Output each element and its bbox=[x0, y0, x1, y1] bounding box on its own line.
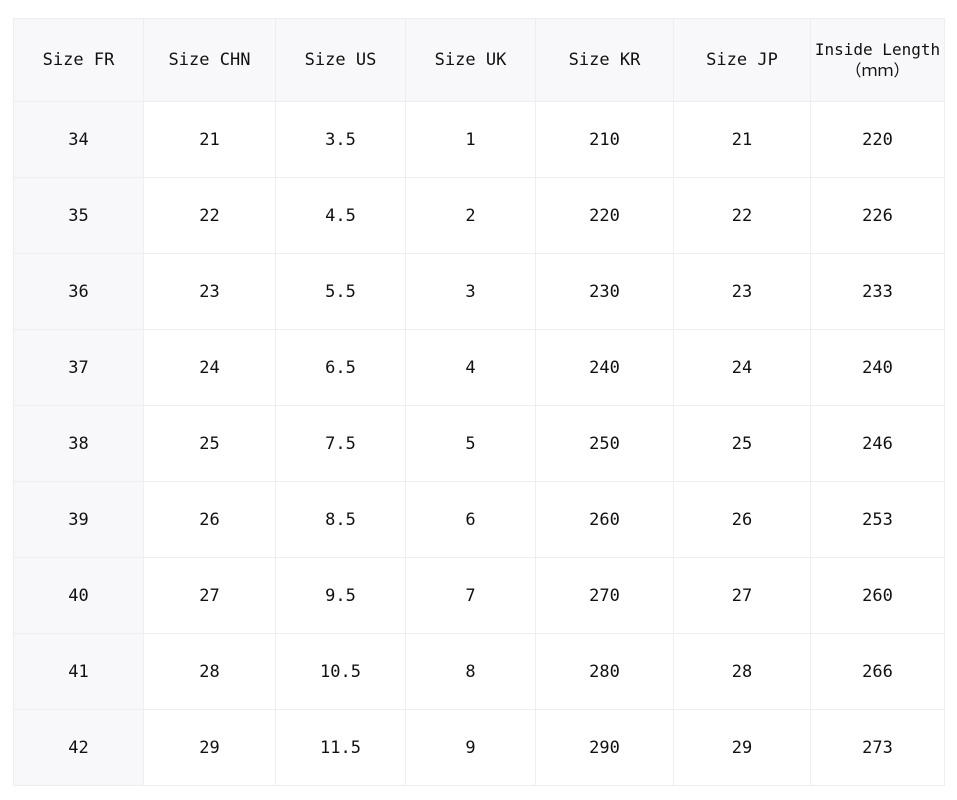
table-cell: 34 bbox=[13, 101, 144, 178]
header-unit: （ｍｍ） bbox=[845, 61, 910, 80]
table-row: 41 28 10.5 8 280 28 266 bbox=[13, 633, 945, 710]
table-cell: 25 bbox=[143, 405, 276, 482]
header-size-kr: Size KR bbox=[535, 18, 674, 102]
table-cell: 28 bbox=[143, 633, 276, 710]
table-cell: 35 bbox=[13, 177, 144, 254]
table-cell: 22 bbox=[673, 177, 811, 254]
table-cell: 38 bbox=[13, 405, 144, 482]
table-cell: 5 bbox=[405, 405, 536, 482]
table-cell: 210 bbox=[535, 101, 674, 178]
table-cell: 290 bbox=[535, 709, 674, 786]
table-cell: 230 bbox=[535, 253, 674, 330]
table-cell: 39 bbox=[13, 481, 144, 558]
table-cell: 41 bbox=[13, 633, 144, 710]
table-cell: 5.5 bbox=[275, 253, 406, 330]
table-cell: 25 bbox=[673, 405, 811, 482]
table-cell: 1 bbox=[405, 101, 536, 178]
table-cell: 6 bbox=[405, 481, 536, 558]
header-row: Size FR Size CHN Size US Size UK Size KR… bbox=[13, 18, 945, 102]
table-cell: 24 bbox=[143, 329, 276, 406]
table-cell: 246 bbox=[810, 405, 945, 482]
table-cell: 220 bbox=[535, 177, 674, 254]
table-cell: 253 bbox=[810, 481, 945, 558]
table-cell: 29 bbox=[673, 709, 811, 786]
table-cell: 22 bbox=[143, 177, 276, 254]
table-cell: 11.5 bbox=[275, 709, 406, 786]
table-cell: 4.5 bbox=[275, 177, 406, 254]
table-cell: 3.5 bbox=[275, 101, 406, 178]
table-cell: 9.5 bbox=[275, 557, 406, 634]
table-cell: 27 bbox=[673, 557, 811, 634]
table-cell: 37 bbox=[13, 329, 144, 406]
table-cell: 23 bbox=[673, 253, 811, 330]
table-row: 38 25 7.5 5 250 25 246 bbox=[13, 405, 945, 482]
table-cell: 260 bbox=[810, 557, 945, 634]
table-cell: 27 bbox=[143, 557, 276, 634]
table-cell: 260 bbox=[535, 481, 674, 558]
table-row: 34 21 3.5 1 210 21 220 bbox=[13, 101, 945, 178]
table-cell: 42 bbox=[13, 709, 144, 786]
table-cell: 226 bbox=[810, 177, 945, 254]
table-cell: 26 bbox=[673, 481, 811, 558]
table-row: 42 29 11.5 9 290 29 273 bbox=[13, 709, 945, 786]
table-cell: 6.5 bbox=[275, 329, 406, 406]
table-cell: 36 bbox=[13, 253, 144, 330]
table-cell: 240 bbox=[535, 329, 674, 406]
table-cell: 280 bbox=[535, 633, 674, 710]
table-cell: 24 bbox=[673, 329, 811, 406]
table-row: 36 23 5.5 3 230 23 233 bbox=[13, 253, 945, 330]
header-inside-length: Inside Length （ｍｍ） bbox=[810, 18, 945, 102]
table-cell: 273 bbox=[810, 709, 945, 786]
table-row: 40 27 9.5 7 270 27 260 bbox=[13, 557, 945, 634]
table-cell: 29 bbox=[143, 709, 276, 786]
table-cell: 270 bbox=[535, 557, 674, 634]
table-cell: 23 bbox=[143, 253, 276, 330]
header-size-fr: Size FR bbox=[13, 18, 144, 102]
table-cell: 21 bbox=[143, 101, 276, 178]
header-size-chn: Size CHN bbox=[143, 18, 276, 102]
table-row: 37 24 6.5 4 240 24 240 bbox=[13, 329, 945, 406]
size-chart-table: Size FR Size CHN Size US Size UK Size KR… bbox=[13, 18, 945, 786]
table-cell: 10.5 bbox=[275, 633, 406, 710]
table-cell: 9 bbox=[405, 709, 536, 786]
table-cell: 4 bbox=[405, 329, 536, 406]
header-size-uk: Size UK bbox=[405, 18, 536, 102]
table-cell: 21 bbox=[673, 101, 811, 178]
table-cell: 250 bbox=[535, 405, 674, 482]
table-cell: 28 bbox=[673, 633, 811, 710]
table-cell: 240 bbox=[810, 329, 945, 406]
header-inside-length-label: Inside Length bbox=[814, 40, 941, 59]
table-cell: 233 bbox=[810, 253, 945, 330]
header-size-us: Size US bbox=[275, 18, 406, 102]
table-cell: 2 bbox=[405, 177, 536, 254]
header-size-jp: Size JP bbox=[673, 18, 811, 102]
table-row: 35 22 4.5 2 220 22 226 bbox=[13, 177, 945, 254]
table-cell: 220 bbox=[810, 101, 945, 178]
table-cell: 8.5 bbox=[275, 481, 406, 558]
table-row: 39 26 8.5 6 260 26 253 bbox=[13, 481, 945, 558]
table-cell: 7 bbox=[405, 557, 536, 634]
table-cell: 3 bbox=[405, 253, 536, 330]
table-cell: 266 bbox=[810, 633, 945, 710]
table-cell: 8 bbox=[405, 633, 536, 710]
table-cell: 40 bbox=[13, 557, 144, 634]
table-cell: 26 bbox=[143, 481, 276, 558]
table-cell: 7.5 bbox=[275, 405, 406, 482]
